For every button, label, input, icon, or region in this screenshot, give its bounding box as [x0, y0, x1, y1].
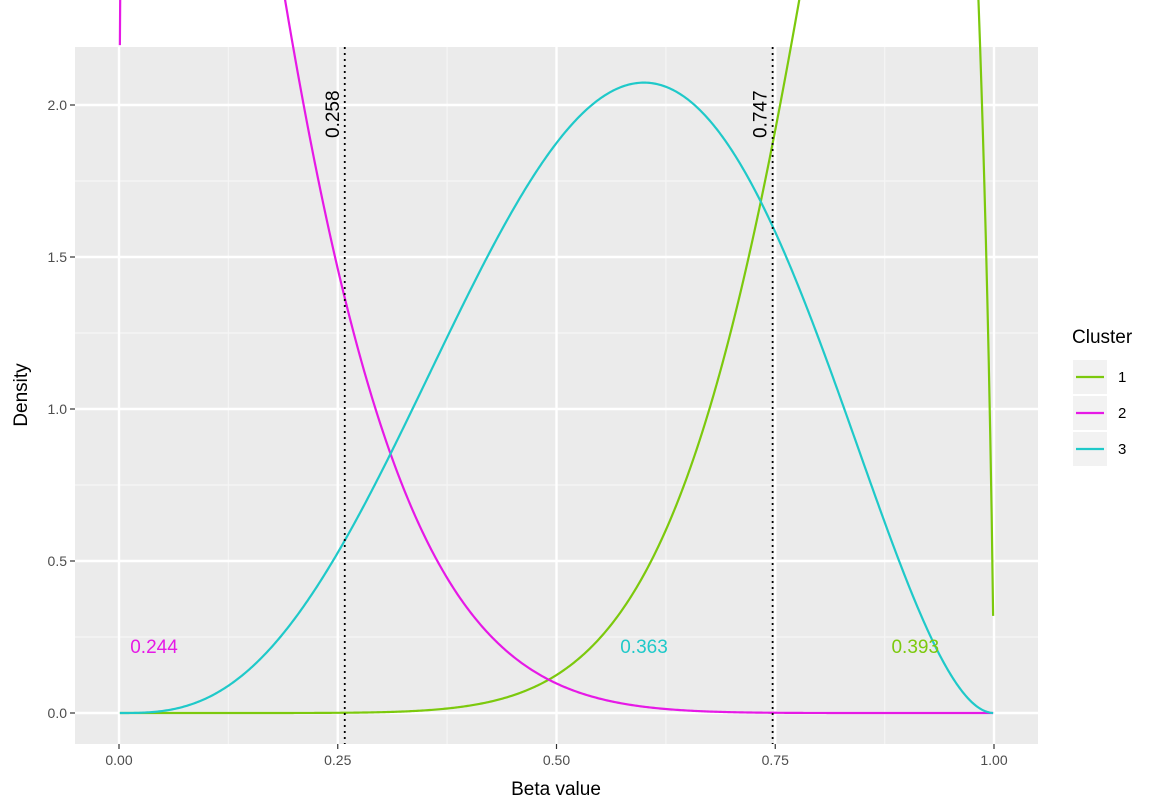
- threshold-label: 0.258: [323, 90, 344, 138]
- density-line-cluster-2: [118, 0, 994, 715]
- x-tick-label: 1.00: [980, 752, 1007, 768]
- legend-label: 2: [1118, 405, 1126, 422]
- cluster-2-annotation: 0.244: [130, 637, 178, 658]
- legend-title: Cluster: [1072, 327, 1133, 348]
- density-line-cluster-3: [119, 81, 994, 715]
- cluster-annotations: 0.393 0.244 0.363: [130, 637, 939, 658]
- y-axis-title: Density: [11, 363, 32, 427]
- legend-label: 3: [1118, 441, 1126, 458]
- cluster-3-annotation: 0.363: [620, 637, 668, 658]
- x-tick-label: 0.50: [543, 752, 570, 768]
- x-tick-label: 0.00: [105, 752, 132, 768]
- axes: 0.00 0.25 0.50 0.75 1.00 0.0 0.5 1.0 1.5 2.0: [48, 97, 1008, 768]
- y-tick-label: 0.5: [48, 553, 68, 569]
- y-tick-label: 1.0: [48, 401, 68, 417]
- x-tick-label: 0.25: [324, 752, 351, 768]
- y-tick-label: 1.5: [48, 249, 68, 265]
- density-curves: [118, 0, 995, 715]
- x-tick-label: 0.75: [762, 752, 789, 768]
- legend-keys: 1 2 3: [1073, 360, 1126, 466]
- density-line-cluster-1: [119, 0, 995, 715]
- threshold-label: 0.747: [751, 90, 772, 138]
- major-gridlines: [75, 47, 1038, 744]
- y-tick-label: 0.0: [48, 705, 68, 721]
- legend-label: 1: [1118, 369, 1126, 386]
- y-tick-label: 2.0: [48, 97, 68, 113]
- cluster-1-annotation: 0.393: [891, 637, 939, 658]
- threshold-lines: 0.258 0.747: [323, 47, 774, 744]
- legend: Cluster 1 2 3: [1072, 327, 1133, 466]
- x-axis-title: Beta value: [511, 779, 601, 800]
